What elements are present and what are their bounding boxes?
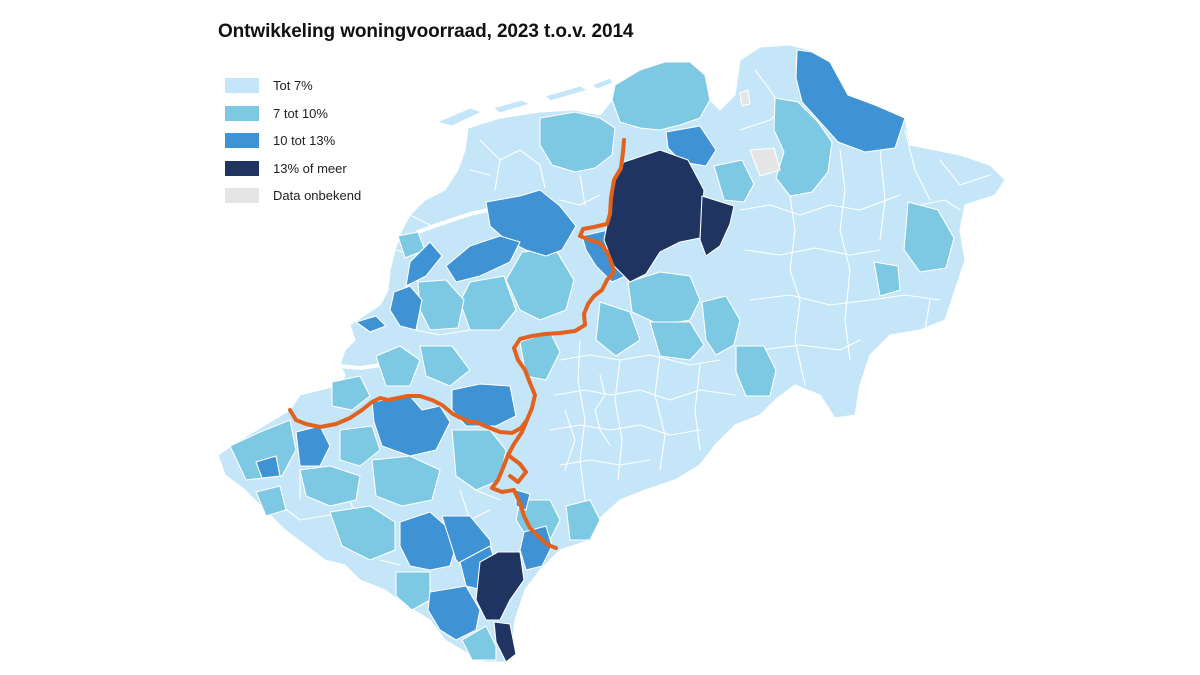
legend-label: Tot 7% <box>273 78 313 94</box>
map-region <box>461 625 497 661</box>
map-region <box>331 375 371 411</box>
map-region <box>665 125 717 167</box>
legend-swatch <box>225 188 259 204</box>
map-region <box>229 419 297 481</box>
map-region <box>773 97 833 197</box>
map-region <box>873 261 901 297</box>
map-region <box>371 395 451 457</box>
legend: Tot 7% 7 tot 10% 10 tot 13% 13% of meer … <box>225 72 361 210</box>
map-island <box>492 99 531 114</box>
map-title: Ontwikkeling woningvoorraad, 2023 t.o.v.… <box>218 21 634 42</box>
map-region <box>405 241 443 287</box>
legend-swatch <box>225 78 259 94</box>
map-region <box>795 49 906 153</box>
map-region <box>255 455 281 479</box>
regions-data-onbekend <box>739 89 781 177</box>
legend-item-data-onbekend: Data onbekend <box>225 182 361 210</box>
map-region <box>445 235 521 283</box>
map-region <box>539 111 616 173</box>
map-region <box>255 485 287 517</box>
legend-item-10-tot-13: 10 tot 13% <box>225 127 361 155</box>
map-region <box>299 465 361 507</box>
map-base-region <box>217 44 1006 663</box>
highlight-boundary <box>288 138 626 550</box>
map-island <box>591 77 614 90</box>
map-region <box>493 621 517 663</box>
map-region <box>699 195 735 257</box>
map-region <box>611 61 711 131</box>
legend-label: 10 tot 13% <box>273 133 336 149</box>
map-region <box>419 345 471 387</box>
regions-10-tot-13 <box>255 49 906 641</box>
map-region <box>399 511 457 571</box>
legend-item-7-tot-10: 7 tot 10% <box>225 100 361 128</box>
map-region <box>903 201 955 273</box>
highlight-boundary-line <box>490 418 558 550</box>
map-region <box>375 345 421 387</box>
map-region <box>389 285 423 331</box>
legend-label: 13% of meer <box>273 160 347 176</box>
map-region <box>649 321 705 361</box>
map-region <box>339 425 381 467</box>
highlight-boundary-line <box>506 453 528 484</box>
legend-item-tot-7: Tot 7% <box>225 72 361 100</box>
regions-13-of-meer <box>475 149 735 663</box>
legend-swatch <box>225 160 259 176</box>
legend-swatch <box>225 133 259 149</box>
map-region <box>427 585 481 641</box>
map-island <box>436 107 483 127</box>
map-region <box>701 295 741 356</box>
map-region <box>739 89 751 107</box>
map-region <box>713 159 755 203</box>
map-region <box>355 315 387 333</box>
highlight-boundary-line <box>288 138 626 435</box>
map-region <box>505 249 575 321</box>
map-island <box>544 85 589 102</box>
map-region <box>519 525 553 571</box>
regions-7-tot-10 <box>229 61 955 661</box>
map-region <box>749 147 781 177</box>
map-region <box>565 499 601 541</box>
map-region <box>627 271 701 326</box>
map-region <box>395 571 431 611</box>
legend-label: 7 tot 10% <box>273 105 328 121</box>
legend-swatch <box>225 105 259 121</box>
map-region <box>475 551 525 621</box>
map-region <box>329 505 396 561</box>
map-region <box>735 345 777 397</box>
legend-item-13-of-meer: 13% of meer <box>225 155 361 183</box>
legend-label: Data onbekend <box>273 188 362 204</box>
map-region <box>595 301 641 357</box>
